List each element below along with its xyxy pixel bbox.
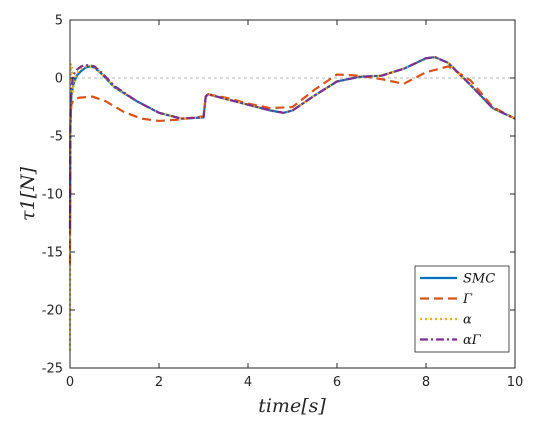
y-tick-label-5: 0 xyxy=(55,72,63,87)
legend-label-3: α xyxy=(463,313,472,328)
legend-label-1: SMC xyxy=(463,272,495,287)
series-layer xyxy=(68,56,516,351)
legend-label-4: αΓ xyxy=(463,333,482,348)
legend-label-2: Γ xyxy=(462,292,473,307)
x-tick-label-1: 2 xyxy=(155,375,163,390)
y-tick-label-1: -20 xyxy=(42,304,63,319)
x-axis-title: time[s] xyxy=(258,395,326,417)
y-axis-title: τ1[N] xyxy=(17,166,39,221)
legend: SMC Γα αΓ xyxy=(414,265,510,353)
x-tick-label-4: 8 xyxy=(422,375,430,390)
x-tick-label-5: 10 xyxy=(507,375,524,390)
series-line-4 xyxy=(68,56,516,229)
y-tick-label-2: -15 xyxy=(42,246,63,261)
ticks-layer: 0 2 4 6 8 10 -25 -20 -15 -10 -5 0 5 xyxy=(42,14,524,391)
x-tick-label-0: 0 xyxy=(66,375,74,390)
series-line-2 xyxy=(68,65,516,264)
legend-box xyxy=(414,265,510,353)
y-tick-label-4: -5 xyxy=(50,130,63,145)
x-tick-label-2: 4 xyxy=(244,375,252,390)
y-tick-label-6: 5 xyxy=(55,14,63,29)
x-tick-label-3: 6 xyxy=(333,375,341,390)
y-tick-label-0: -25 xyxy=(42,362,63,377)
y-tick-label-3: -10 xyxy=(42,188,63,203)
